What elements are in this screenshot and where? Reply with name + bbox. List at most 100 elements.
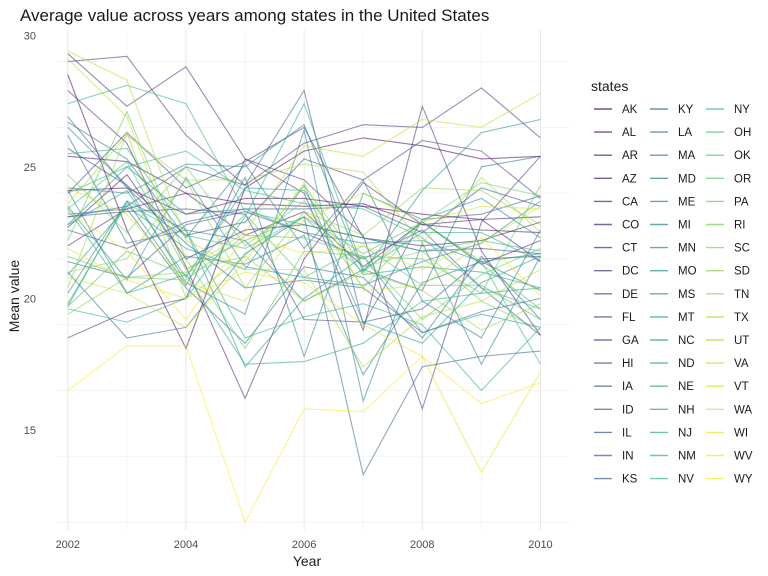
y-axis-title: Mean value (6, 260, 22, 333)
x-tick-label: 2002 (56, 539, 80, 551)
series-line-tx (67, 134, 541, 245)
grid-lines (56, 30, 570, 530)
series-line-wi (67, 247, 541, 474)
series-line-ga (67, 139, 541, 236)
series-line-ut (67, 50, 541, 368)
legend-item-hi: HI (594, 358, 634, 370)
legend-item-ct: CT (594, 243, 637, 255)
legend-label: TN (734, 289, 749, 301)
legend-item-nm: NM (650, 451, 696, 463)
legend-label: MT (678, 312, 695, 324)
legend-label: CO (622, 220, 639, 232)
legend-label: GA (622, 335, 639, 347)
legend-item-de: DE (594, 289, 638, 301)
legend-item-me: ME (650, 196, 696, 208)
series-line-pa (67, 110, 541, 350)
legend-item-ri: RI (706, 220, 746, 232)
series-line-ky (67, 208, 541, 345)
series-line-nd (67, 187, 541, 289)
series-line-mi (67, 176, 541, 358)
legend-item-vt: VT (706, 381, 749, 393)
legend-label: LA (678, 127, 692, 139)
legend-item-ma: MA (650, 150, 696, 162)
series-line-ia (67, 187, 541, 249)
legend-item-tx: TX (706, 312, 749, 324)
legend-label: NE (678, 381, 694, 393)
legend-label: MD (678, 173, 696, 185)
series-line-ak (67, 74, 541, 350)
legend-item-wa: WA (706, 404, 752, 416)
legend-item-nc: NC (650, 335, 695, 347)
legend-item-ny: NY (706, 104, 750, 116)
series-line-sd (67, 178, 541, 289)
series-line-ok (67, 213, 541, 320)
legend-label: WY (734, 474, 753, 486)
y-tick-label: 30 (24, 30, 36, 42)
legend-label: IA (622, 381, 633, 393)
series-line-dc (67, 55, 541, 186)
legend-label: KY (678, 104, 694, 116)
series-line-vt (67, 181, 541, 329)
legend-label: UT (734, 335, 749, 347)
series-line-oh (67, 160, 541, 310)
legend-item-wy: WY (706, 474, 753, 486)
legend-label: MI (678, 220, 691, 232)
legend-item-dc: DC (594, 266, 639, 278)
legend-label: NM (678, 451, 696, 463)
legend-item-co: CO (594, 220, 639, 232)
legend-label: RI (734, 220, 746, 232)
legend-label: NC (678, 335, 695, 347)
x-tick-label: 2010 (528, 539, 552, 551)
legend-item-wi: WI (706, 427, 748, 439)
legend-label: NH (678, 404, 695, 416)
legend-item-mi: MI (650, 220, 691, 232)
legend-item-la: LA (650, 127, 692, 139)
legend-item-ms: MS (650, 289, 696, 301)
legend-item-ga: GA (594, 335, 639, 347)
series-line-wv (67, 211, 541, 321)
legend-label: DC (622, 266, 639, 278)
series-line-in (67, 116, 541, 334)
series-line-tn (67, 131, 541, 331)
x-tick-label: 2006 (292, 539, 316, 551)
chart-title: Average value across years among states … (20, 6, 489, 25)
legend: AK AL AR AZ CA CO CT DC DE FL GA HI IA ID IL IN KS KY LA MA… (594, 104, 753, 486)
legend-item-ak: AK (594, 104, 638, 116)
series-line-ma (67, 121, 541, 339)
legend-label: WI (734, 427, 748, 439)
legend-item-id: ID (594, 404, 634, 416)
legend-item-nv: NV (650, 474, 694, 486)
legend-item-al: AL (594, 127, 637, 139)
series-line-va (67, 58, 541, 271)
legend-item-pa: PA (706, 196, 749, 208)
legend-label: NY (734, 104, 750, 116)
series-line-ne (67, 208, 541, 365)
legend-item-ks: KS (594, 474, 638, 486)
legend-label: TX (734, 312, 749, 324)
legend-item-ky: KY (650, 104, 694, 116)
series-line-wy (67, 345, 541, 524)
legend-item-sd: SD (706, 266, 750, 278)
legend-label: AK (622, 104, 638, 116)
y-tick-label: 15 (24, 425, 36, 437)
series-line-nj (67, 147, 541, 392)
legend-item-ut: UT (706, 335, 749, 347)
legend-label: WA (734, 404, 752, 416)
legend-item-nj: NJ (650, 427, 692, 439)
series-line-me (67, 127, 541, 404)
legend-item-ca: CA (594, 196, 638, 208)
legend-item-ok: OK (706, 150, 751, 162)
legend-label: MN (678, 243, 696, 255)
series-line-mn (67, 118, 541, 274)
legend-item-or: OR (706, 173, 751, 185)
legend-label: SD (734, 266, 750, 278)
legend-label: ME (678, 196, 696, 208)
legend-item-mn: MN (650, 243, 696, 255)
legend-label: CT (622, 243, 637, 255)
y-tick-label: 20 (24, 293, 36, 305)
legend-label: ID (622, 404, 634, 416)
series-line-nv (67, 84, 541, 252)
legend-label: KS (622, 474, 638, 486)
legend-label: FL (622, 312, 636, 324)
